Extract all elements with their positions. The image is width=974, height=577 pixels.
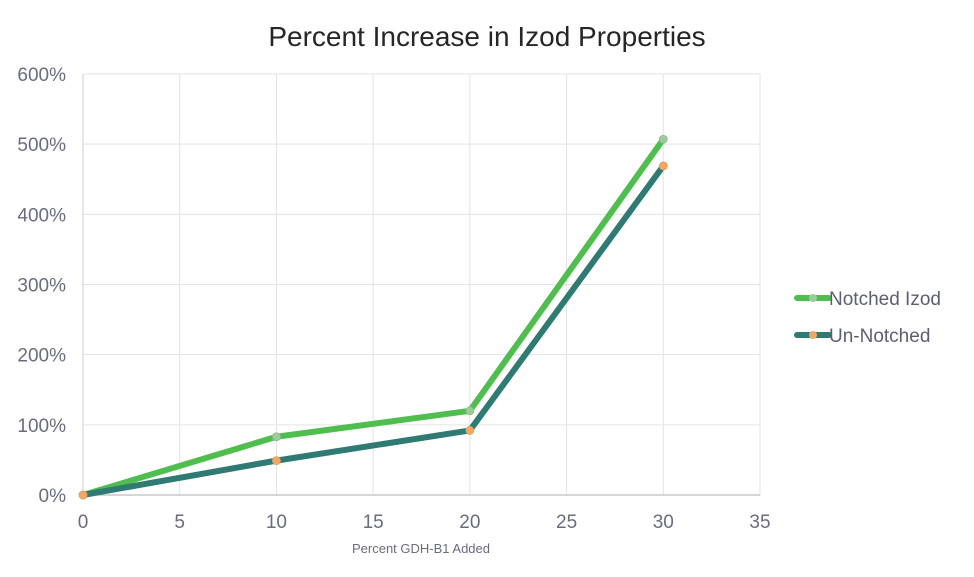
data-point: [658, 134, 668, 144]
y-tick-label: 500%: [17, 135, 66, 156]
data-point: [78, 490, 88, 500]
series: [80, 136, 667, 498]
legend-marker: [809, 331, 817, 339]
data-point: [465, 406, 475, 416]
legend-marker: [809, 294, 817, 302]
y-tick-label: 400%: [17, 205, 66, 226]
markers: [78, 134, 668, 500]
x-tick-label: 0: [78, 512, 89, 533]
y-tick-label: 300%: [17, 276, 66, 297]
series-line: [80, 136, 667, 498]
x-tick-label: 10: [266, 512, 287, 533]
tick-labels: 0 5 10 15 20 25 30 35 0% 100% 200% 300% 400% 500% 600%: [17, 65, 770, 533]
grid: [83, 73, 761, 495]
x-tick-label: 30: [653, 512, 674, 533]
x-tick-label: 20: [459, 512, 480, 533]
y-tick-label: 200%: [17, 346, 66, 367]
x-tick-label: 25: [556, 512, 577, 533]
series-line: [80, 162, 667, 498]
axes: [82, 74, 760, 496]
legend-label: Notched Izod: [829, 289, 941, 310]
x-tick-label: 35: [749, 512, 770, 533]
legend-label: Un-Notched: [829, 326, 930, 347]
data-point: [658, 161, 668, 171]
data-point: [465, 426, 475, 435]
data-point: [272, 456, 281, 466]
chart-title: Percent Increase in Izod Properties: [268, 21, 705, 52]
y-tick-label: 0%: [39, 486, 67, 507]
x-axis-label: Percent GDH-B1 Added: [352, 541, 490, 556]
y-tick-label: 600%: [17, 65, 66, 86]
x-tick-label: 15: [363, 512, 384, 533]
y-tick-label: 100%: [17, 416, 66, 437]
x-tick-label: 5: [174, 512, 185, 533]
data-point: [272, 432, 281, 442]
legend: Notched Izod Un-Notched: [794, 289, 941, 347]
